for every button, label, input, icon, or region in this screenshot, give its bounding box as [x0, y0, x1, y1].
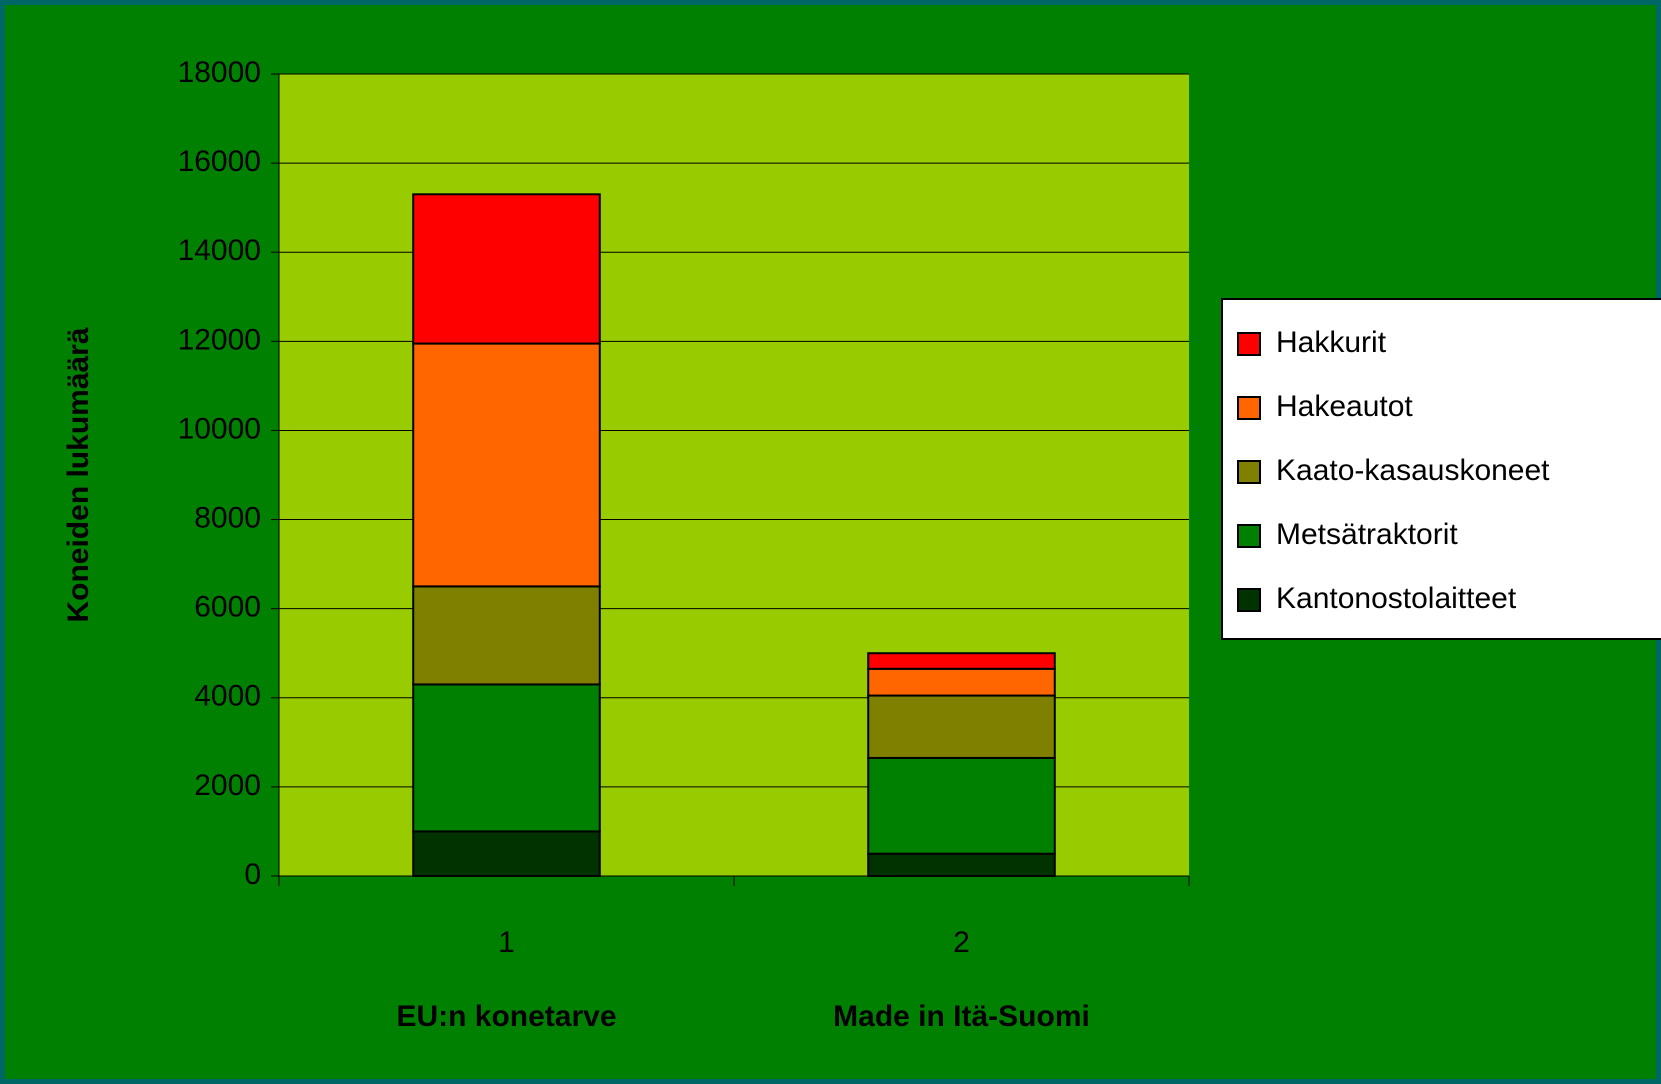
bar-segment [867, 667, 1056, 697]
y-tick-label: 12000 [178, 323, 261, 356]
bar-segment [867, 652, 1056, 670]
legend-swatch [1237, 460, 1261, 484]
legend-label: Metsätraktorit [1276, 518, 1458, 551]
category-label: Made in Itä-Suomi [833, 1000, 1090, 1033]
bar-segment [412, 683, 601, 833]
legend-swatch [1237, 588, 1261, 612]
y-tick-label: 0 [244, 858, 261, 891]
y-axis-title: Koneiden lukumäärä [62, 327, 95, 622]
legend-label: Hakkurit [1276, 326, 1387, 359]
y-tick-label: 4000 [194, 680, 261, 713]
bar-segment [412, 342, 601, 588]
y-tick-label: 10000 [178, 412, 261, 445]
y-tick-label: 16000 [178, 145, 261, 178]
legend-box [1221, 298, 1661, 640]
legend-swatch [1237, 332, 1261, 356]
bar-segment [412, 830, 601, 878]
bar-segment [867, 694, 1056, 759]
y-tick-label: 14000 [178, 234, 261, 267]
y-tick-label: 18000 [178, 56, 261, 89]
y-tick-label: 2000 [194, 769, 261, 802]
legend-label: Kaato-kasauskoneet [1276, 454, 1550, 487]
x-tick-label: 2 [953, 926, 970, 959]
bar-segment [412, 193, 601, 345]
x-tick-label: 1 [498, 926, 515, 959]
bar-segment [867, 852, 1056, 878]
legend-swatch [1237, 396, 1261, 420]
y-tick-label: 6000 [194, 591, 261, 624]
legend-swatch [1237, 524, 1261, 548]
legend-label: Hakeautot [1276, 390, 1413, 423]
bar-segment [412, 585, 601, 686]
legend-label: Kantonostolaitteet [1276, 582, 1517, 615]
bar-segment [867, 756, 1056, 855]
y-tick-label: 8000 [194, 501, 261, 534]
category-label: EU:n konetarve [396, 1000, 616, 1033]
